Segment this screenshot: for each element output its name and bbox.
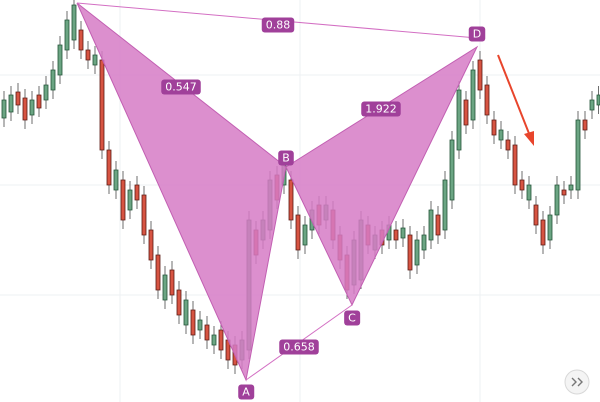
ratio-label: 0.88: [266, 19, 291, 32]
button-icon[interactable]: [571, 377, 583, 387]
point-tag: A: [238, 384, 255, 400]
xab-triangle: [76, 2, 287, 382]
point-tag-bg: [278, 150, 294, 166]
point-tag-bg: [238, 384, 255, 400]
ratio-tag: 0.658: [279, 339, 319, 355]
labels: 0.88 0.547 1.922 0.658 A B C D: [161, 17, 486, 400]
trend-arrow-head: [524, 131, 534, 146]
ratio-tag: 0.547: [161, 79, 201, 95]
trend-arrow-shaft: [497, 54, 531, 137]
point-tag-bg: [344, 310, 361, 326]
ratio-tag: 1.922: [361, 101, 401, 117]
point-tag: C: [344, 310, 361, 326]
bcd-triangle: [285, 45, 479, 307]
ratio-tag-bg: [161, 79, 201, 95]
point-tag: D: [468, 26, 486, 42]
point-tag-bg: [468, 26, 486, 42]
ratio-tag-bg: [361, 101, 401, 117]
ratio-tag: 0.88: [261, 17, 295, 33]
point-tag: B: [278, 150, 294, 166]
point-label: D: [473, 28, 481, 41]
ratio-tag-bg: [261, 17, 295, 33]
scroll-to-end-button[interactable]: [564, 369, 590, 395]
ratio-label: 0.547: [165, 81, 197, 94]
point-label: C: [348, 312, 356, 325]
point-label: A: [242, 386, 250, 399]
ratio-label: 1.922: [365, 103, 397, 116]
point-label: B: [282, 152, 290, 165]
button-circle[interactable]: [564, 369, 590, 395]
ratio-tag-bg: [279, 339, 319, 355]
ratio-label: 0.658: [283, 341, 315, 354]
